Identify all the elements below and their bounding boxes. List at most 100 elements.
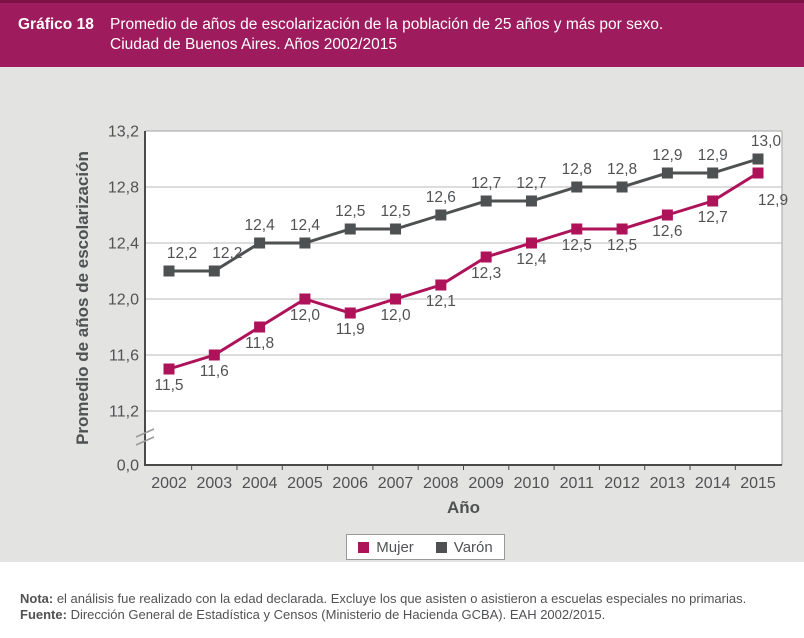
data-point-label: 12,7 xyxy=(698,209,728,226)
x-tick-label: 2003 xyxy=(197,475,233,492)
x-tick-label: 2009 xyxy=(468,475,504,492)
data-point-marker xyxy=(752,153,764,165)
data-point-marker xyxy=(344,223,356,235)
data-point-marker xyxy=(661,167,673,179)
fuente-text: Dirección General de Estadística y Censo… xyxy=(66,606,606,622)
chart-header: Gráfico 18 Promedio de años de escolariz… xyxy=(0,0,804,67)
data-point-marker xyxy=(208,349,220,361)
legend-label-mujer: Mujer xyxy=(376,538,414,556)
y-tick-label: 12,4 xyxy=(108,236,139,253)
chart-canvas: 13,2 12,8 12,4 12,0 11,6 11,2 0,0 2002 2003 2004 2… xyxy=(73,124,788,518)
chart-title: Promedio de años de escolarización de la… xyxy=(110,15,663,55)
data-point-label: 11,5 xyxy=(154,377,183,394)
data-point-label: 12,5 xyxy=(335,203,365,220)
notes-section: Nota: el análisis fue realizado con la e… xyxy=(0,562,804,638)
legend: Mujer Varón xyxy=(346,534,505,560)
data-point-marker xyxy=(344,307,356,319)
x-tick-label: 2015 xyxy=(740,475,776,492)
data-point-marker xyxy=(254,321,266,333)
data-point-marker xyxy=(390,293,402,305)
plot-area xyxy=(145,131,782,465)
x-tick-label: 2005 xyxy=(287,475,323,492)
x-axis-title: Año xyxy=(447,498,480,517)
data-point-label: 12,3 xyxy=(471,265,501,282)
y-tick-label: 12,0 xyxy=(108,292,139,309)
axis-break-icon xyxy=(135,436,155,446)
data-point-marker xyxy=(525,237,537,249)
nota-text: el análisis fue realizado con la edad de… xyxy=(53,591,747,606)
legend-item-mujer: Mujer xyxy=(358,539,414,556)
data-point-label: 12,4 xyxy=(516,251,547,268)
y-tick-label: 11,2 xyxy=(109,404,139,421)
data-point-label: 12,2 xyxy=(167,245,197,262)
chart-title-line1: Promedio de años de escolarización de la… xyxy=(110,16,664,33)
x-tick-label: 2011 xyxy=(560,475,595,492)
data-point-label: 12,9 xyxy=(652,147,682,164)
series-line-mujer xyxy=(168,171,759,371)
x-tick-label: 2007 xyxy=(378,475,414,492)
data-point-marker xyxy=(571,181,583,193)
data-point-label: 12,7 xyxy=(471,175,501,192)
data-point-marker xyxy=(163,363,175,375)
x-tick-label: 2002 xyxy=(151,475,187,492)
data-point-label: 11,8 xyxy=(245,335,274,352)
chart-panel: 13,2 12,8 12,4 12,0 11,6 11,2 0,0 2002 2003 2004 2… xyxy=(0,67,804,562)
data-point-label: 11,6 xyxy=(200,363,229,380)
y-tick-label: 12,8 xyxy=(108,180,139,197)
data-point-label: 12,2 xyxy=(212,245,242,262)
data-point-marker xyxy=(435,279,447,291)
nota-line: Nota: el análisis fue realizado con la e… xyxy=(20,591,784,607)
y-tick-label: 13,2 xyxy=(108,124,139,141)
data-point-marker xyxy=(616,223,628,235)
data-point-label: 12,8 xyxy=(607,161,637,178)
data-point-label: 12,5 xyxy=(562,237,592,254)
data-point-label: 12,6 xyxy=(426,189,456,206)
data-point-marker xyxy=(707,167,719,179)
x-tick-label: 2010 xyxy=(514,475,550,492)
data-point-label: 13,0 xyxy=(751,133,782,150)
x-tick-label: 2006 xyxy=(332,475,368,492)
data-point-marker xyxy=(707,195,719,207)
axis-break-icon xyxy=(135,428,155,438)
data-point-marker xyxy=(208,265,220,277)
data-point-label: 12,6 xyxy=(652,223,682,240)
data-point-marker xyxy=(254,237,266,249)
x-tick-label: 2014 xyxy=(695,475,731,492)
data-point-label: 12,4 xyxy=(245,217,276,234)
series-line-varón xyxy=(169,157,759,273)
data-point-marker xyxy=(661,209,673,221)
data-point-label: 12,9 xyxy=(758,192,788,209)
x-tick-label: 2004 xyxy=(242,475,278,492)
fuente-line: Fuente: Dirección General de Estadística… xyxy=(20,607,784,623)
data-point-label: 12,8 xyxy=(562,161,592,178)
data-point-marker xyxy=(480,195,492,207)
data-point-label: 12,0 xyxy=(290,307,321,324)
chart-number-label: Gráfico 18 xyxy=(18,16,94,33)
nota-label: Nota: xyxy=(20,591,54,606)
data-point-marker xyxy=(390,223,402,235)
data-point-marker xyxy=(299,293,311,305)
data-point-label: 12,9 xyxy=(698,147,728,164)
data-point-label: 11,9 xyxy=(336,321,365,338)
data-point-label: 12,4 xyxy=(290,217,321,234)
x-tick-label: 2013 xyxy=(650,475,686,492)
data-point-marker xyxy=(163,265,175,277)
fuente-label: Fuente: xyxy=(20,606,67,622)
data-point-label: 12,5 xyxy=(607,237,637,254)
varon-series-swatch xyxy=(435,541,447,553)
y-tick-label: 11,6 xyxy=(109,348,139,365)
data-point-label: 12,5 xyxy=(380,203,410,220)
mujer-series-swatch xyxy=(358,541,370,553)
data-point-marker xyxy=(616,181,628,193)
data-point-marker xyxy=(480,251,492,263)
data-point-marker xyxy=(435,209,447,221)
legend-label-varon: Varón xyxy=(453,538,493,556)
legend-item-varon: Varón xyxy=(435,538,493,556)
x-tick-label: 2012 xyxy=(604,475,640,492)
data-point-marker xyxy=(525,195,537,207)
data-point-label: 12,0 xyxy=(380,307,411,324)
y-tick-label: 0,0 xyxy=(117,458,139,475)
data-point-marker xyxy=(299,237,311,249)
y-axis-title: Promedio de años de escolarización xyxy=(73,151,92,445)
